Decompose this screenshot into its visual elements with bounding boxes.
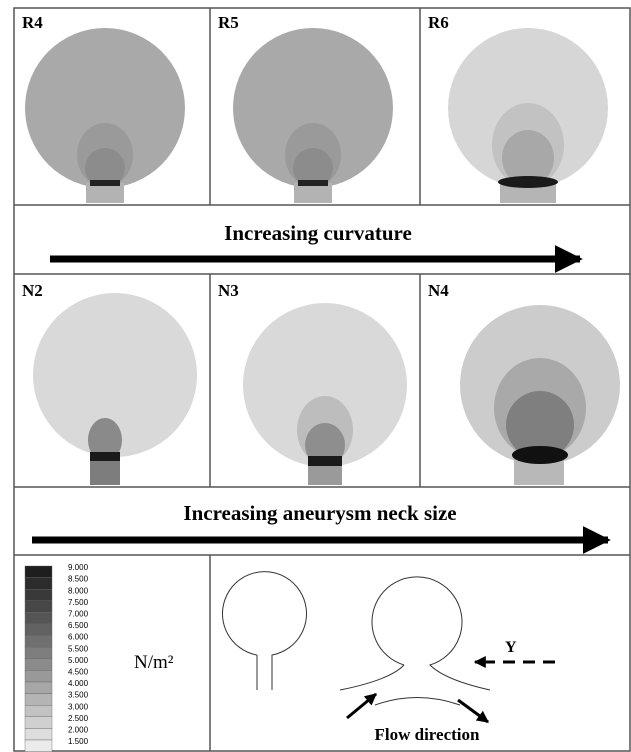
colorbar-tick: 2.500	[68, 714, 89, 723]
flow-label: Flow direction	[375, 725, 481, 744]
view-label: Y	[505, 639, 517, 656]
panel-label: N3	[218, 281, 239, 300]
unit-label: N/m²	[134, 652, 174, 673]
colorbar-tick: 5.000	[68, 656, 89, 665]
colorbar-swatch	[25, 694, 52, 706]
panel-label: R6	[428, 13, 449, 32]
colorbar-swatch	[25, 601, 52, 613]
colorbar-swatch	[25, 624, 52, 636]
colorbar-tick: 7.500	[68, 598, 89, 607]
colorbar-tick: 3.000	[68, 702, 89, 711]
colorbar-swatch	[25, 659, 52, 671]
contour-n3	[243, 303, 407, 485]
colorbar-swatch	[25, 670, 52, 682]
arrow	[458, 700, 488, 722]
colorbar-swatch	[25, 647, 52, 659]
colorbar-tick: 2.000	[68, 726, 89, 735]
colorbar-swatch	[25, 612, 52, 624]
colorbar-tick: 6.000	[68, 633, 89, 642]
panel-label: N4	[428, 281, 449, 300]
colorbar-tick: 8.500	[68, 575, 89, 584]
colorbar-tick: 1.500	[68, 737, 89, 746]
figure: R4 R5 R6 N2 N3 N4 Increasing curvature I…	[0, 0, 631, 752]
colorbar-swatch	[25, 636, 52, 648]
colorbar: 9.000 8.500 8.000 7.500 7.000 6.500 6.000 5.500…	[25, 563, 89, 751]
contour-n2	[33, 293, 197, 485]
colorbar-tick: 6.500	[68, 621, 89, 630]
contour-r5	[233, 28, 393, 203]
colorbar-swatch	[25, 589, 52, 601]
caption: Increasing curvature	[224, 221, 412, 245]
colorbar-tick: 8.000	[68, 586, 89, 595]
colorbar-swatch	[25, 717, 52, 729]
colorbar-swatch	[25, 578, 52, 590]
colorbar-swatch	[25, 705, 52, 717]
colorbar-swatch	[25, 728, 52, 740]
colorbar-tick: 9.000	[68, 563, 89, 572]
colorbar-tick: 7.000	[68, 610, 89, 619]
caption: Increasing aneurysm neck size	[183, 501, 456, 525]
panel-label: R4	[22, 13, 43, 32]
contour-r4	[25, 28, 185, 203]
colorbar-swatch	[25, 566, 52, 578]
panel-label: N2	[22, 281, 43, 300]
colorbar-swatch	[25, 682, 52, 694]
colorbar-tick: 4.000	[68, 679, 89, 688]
contour-n4	[460, 305, 620, 485]
contour-r6	[448, 28, 608, 203]
panel-label: R5	[218, 13, 239, 32]
colorbar-tick: 3.500	[68, 691, 89, 700]
colorbar-tick: 4.500	[68, 668, 89, 677]
colorbar-tick: 5.500	[68, 644, 89, 653]
colorbar-swatch	[25, 740, 52, 752]
arrow	[347, 694, 376, 718]
schematic	[223, 572, 491, 705]
